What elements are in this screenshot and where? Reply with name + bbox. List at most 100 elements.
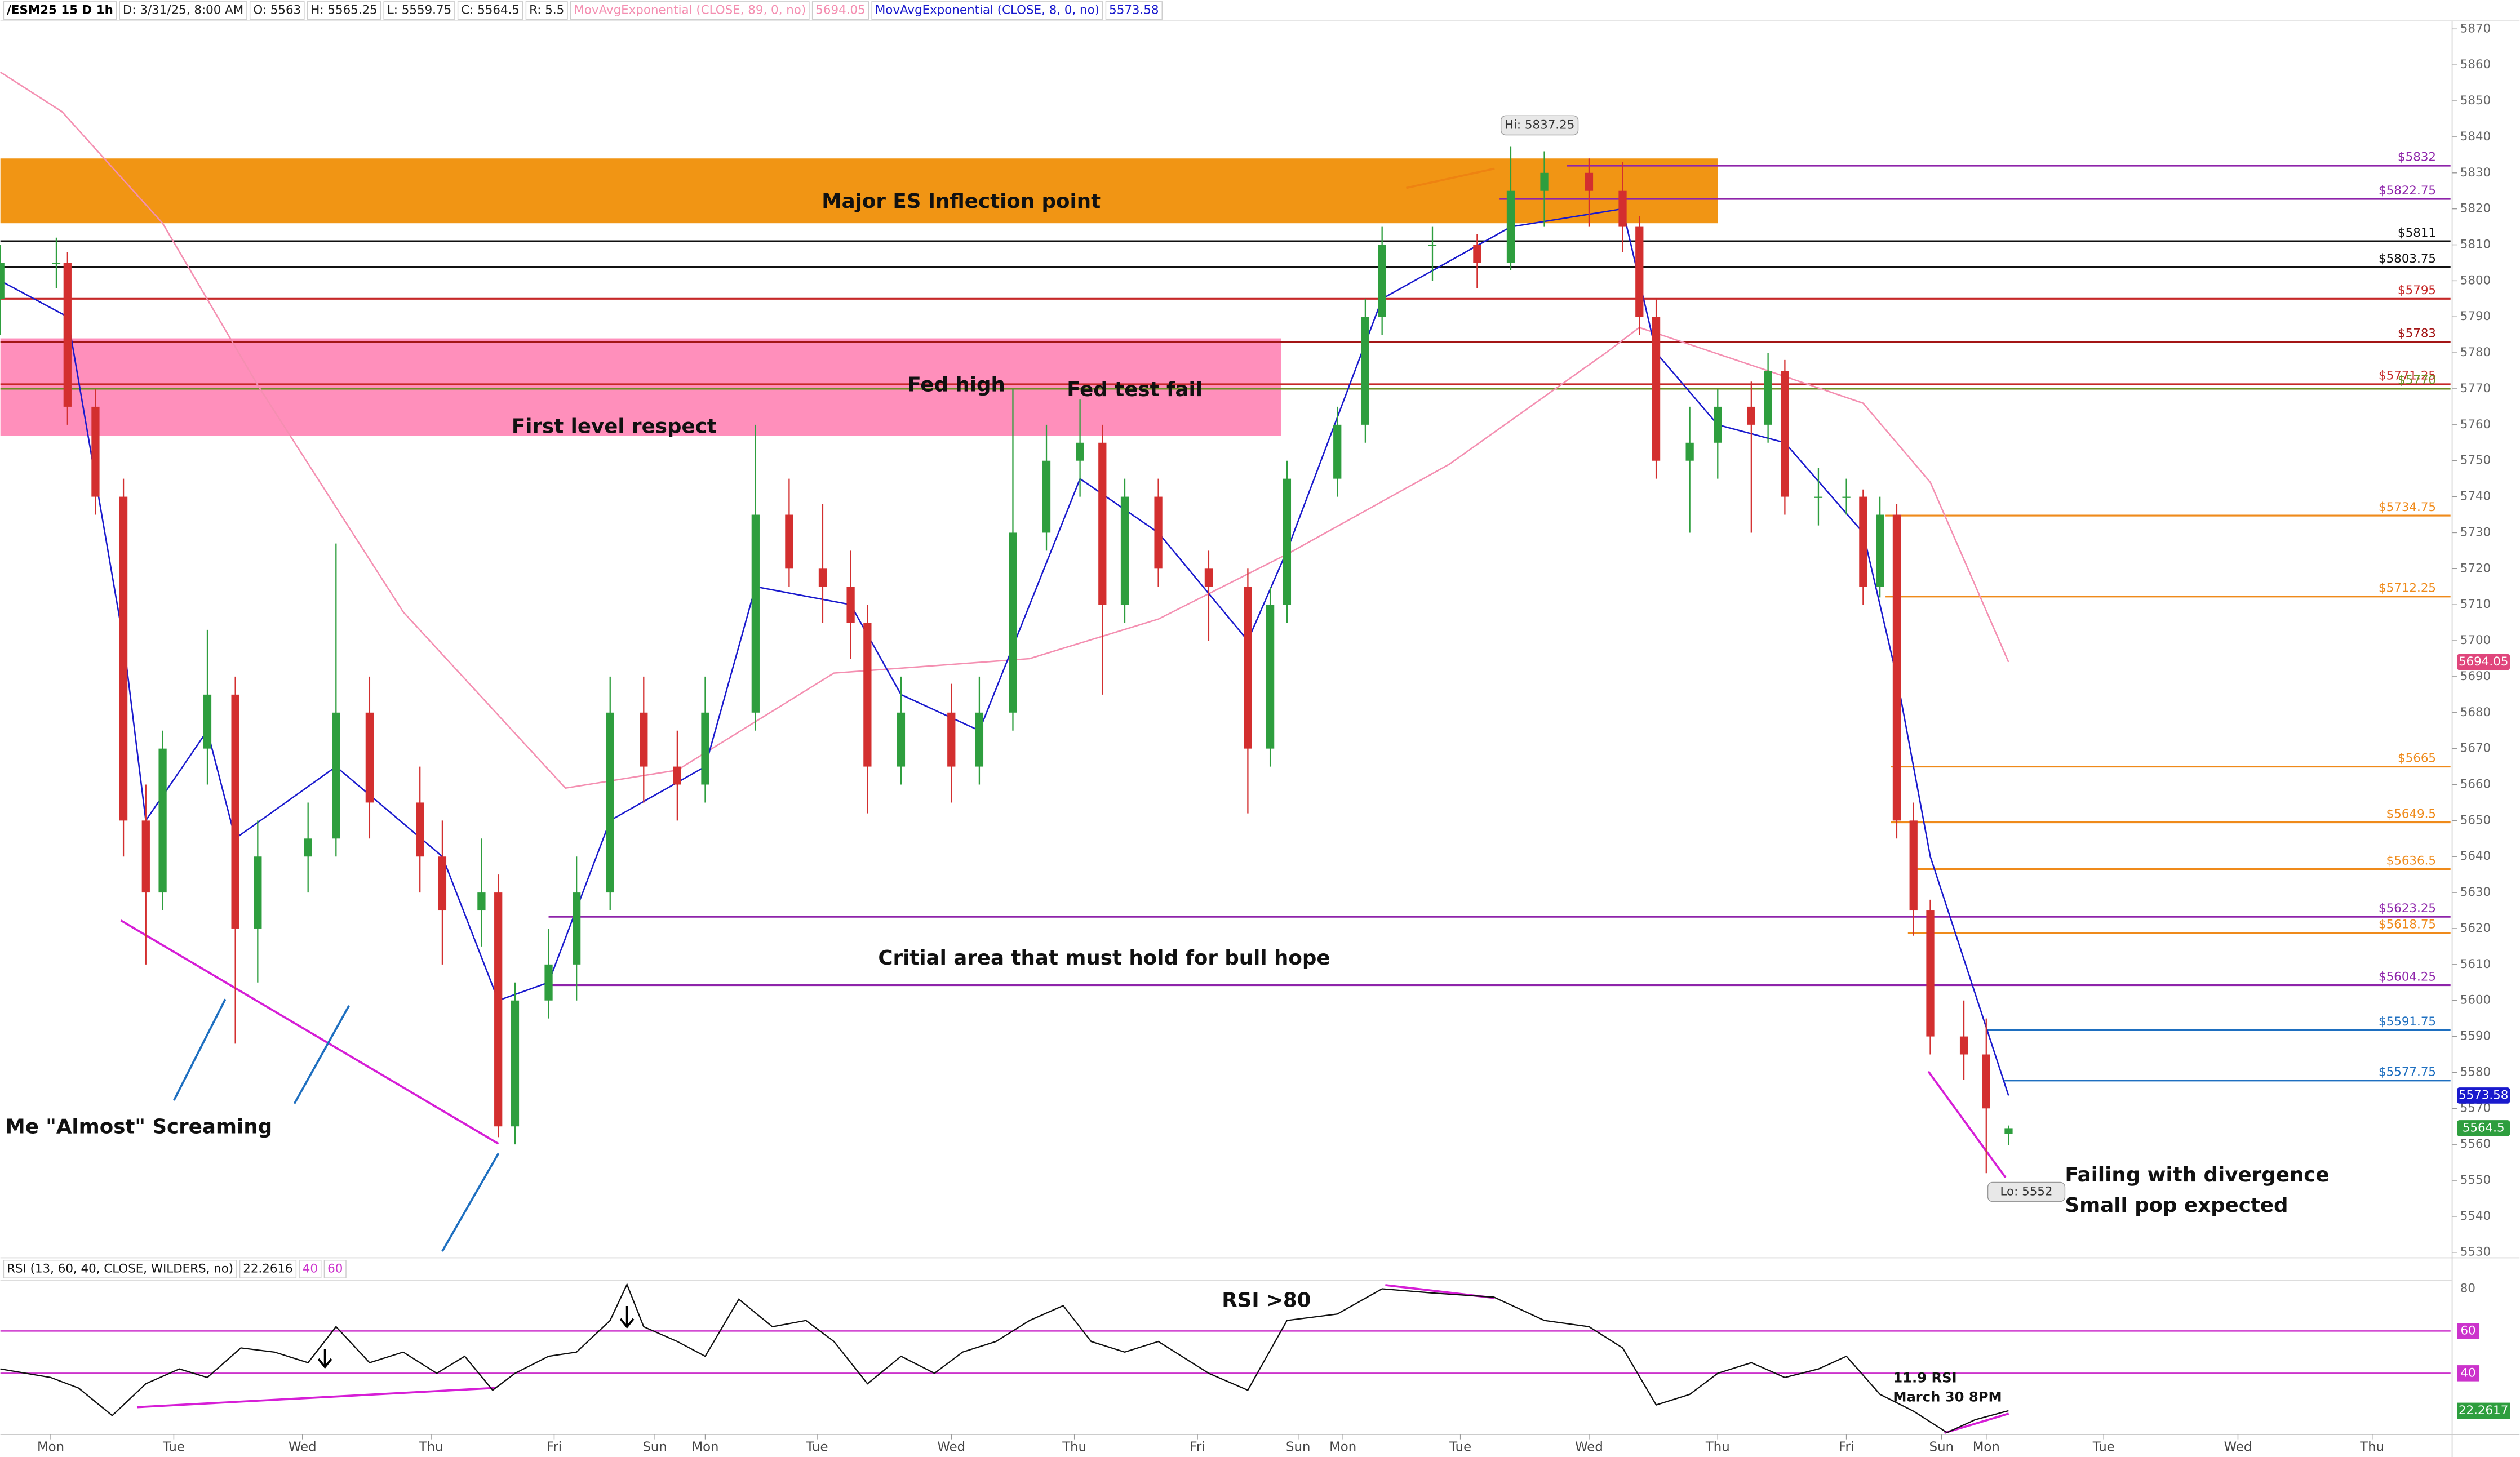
level-label: $5577.75 (2379, 1065, 2436, 1080)
candle-body (1859, 496, 1867, 587)
y-tick-label: 5780 (2460, 345, 2491, 359)
y-tick-label: 5730 (2460, 525, 2491, 539)
candle-body (573, 892, 581, 965)
y-tick-label: 5790 (2460, 309, 2491, 323)
y-tick-label: 5800 (2460, 273, 2491, 287)
header-item: 22.2616 (243, 1261, 292, 1276)
candle-body (544, 964, 553, 1001)
y-tick-label: 5710 (2460, 597, 2491, 611)
candle-body (1814, 496, 1823, 498)
candle-body (1154, 496, 1163, 569)
x-tick-label: Fri (1839, 1440, 1854, 1454)
header-box (570, 1, 810, 20)
level-label: $5712.25 (2379, 581, 2436, 596)
rsi-tick-label: 80 (2460, 1281, 2475, 1295)
level-label: $5591.75 (2379, 1015, 2436, 1029)
candle-body (1747, 406, 1755, 425)
candle-body (1428, 245, 1437, 246)
price-marker (1500, 115, 1579, 136)
rsi-level-label: 40 (2460, 1366, 2475, 1380)
header-box (3, 1, 117, 20)
y-tick-label: 5550 (2460, 1173, 2491, 1187)
candle-body (52, 263, 61, 264)
candle-body (1635, 226, 1644, 317)
zone (0, 158, 1718, 224)
candle-body (1333, 424, 1342, 479)
y-tick-label: 5680 (2460, 705, 2491, 719)
level-label: $5734.75 (2379, 500, 2436, 514)
candle-body (785, 514, 793, 569)
candle-body (231, 694, 239, 929)
y-tick-label: 5810 (2460, 238, 2491, 252)
y-tick-label: 5530 (2460, 1245, 2491, 1259)
candle-body (1926, 910, 1935, 1037)
trend-line (293, 1005, 351, 1104)
candle-body (158, 748, 167, 893)
x-tick-label: Fri (547, 1440, 562, 1454)
candle-body (1685, 442, 1694, 461)
candle-body (1585, 172, 1594, 191)
header-item: RSI (13, 60, 40, CLOSE, WILDERS, no) (7, 1261, 233, 1276)
candle-body (751, 514, 760, 713)
y-tick-label: 5630 (2460, 885, 2491, 899)
level-label: $5618.75 (2379, 918, 2436, 932)
header-box (323, 1260, 347, 1278)
price-marker-label: Hi: 5837.25 (1505, 118, 1574, 132)
candle-body (1473, 245, 1481, 263)
x-tick-label: Thu (1705, 1440, 1730, 1454)
candle-body (0, 263, 5, 299)
level-label: $5795 (2398, 283, 2436, 297)
candle-body (1764, 371, 1772, 425)
x-tick-label: Sun (1286, 1440, 1310, 1454)
rsi-annotation: RSI >80 (1222, 1289, 1311, 1312)
header-box (239, 1260, 297, 1278)
header-box (811, 1, 869, 20)
header-item: MovAvgExponential (CLOSE, 8, 0, no) (875, 3, 1099, 17)
last-value-box (2457, 1087, 2510, 1104)
candle-body (304, 838, 312, 857)
x-tick-label: Sun (642, 1440, 667, 1454)
candle-body (1714, 406, 1722, 443)
last-value-label: 5564.5 (2463, 1121, 2505, 1135)
y-tick-label: 5700 (2460, 633, 2491, 647)
level-label: $5771.25 (2379, 369, 2436, 383)
y-tick-label: 5840 (2460, 130, 2491, 144)
trend-line (120, 919, 499, 1145)
candle-body (141, 820, 150, 893)
x-tick-label: Sun (1929, 1440, 1954, 1454)
y-tick-label: 5760 (2460, 417, 2491, 432)
y-tick-label: 5620 (2460, 921, 2491, 935)
candle-body (1266, 605, 1275, 749)
candle-body (63, 263, 72, 407)
y-tick-label: 5660 (2460, 778, 2491, 792)
arrow (619, 1305, 635, 1329)
header-item: 5573.58 (1109, 3, 1159, 17)
rsi-annotation: 11.9 RSI (1893, 1370, 1956, 1385)
x-tick-label: Mon (1973, 1440, 2000, 1454)
y-tick-label: 5870 (2460, 21, 2491, 35)
y-tick-label: 5540 (2460, 1209, 2491, 1223)
level-label: $5811 (2398, 226, 2436, 240)
y-tick-label: 5600 (2460, 993, 2491, 1007)
header-item: R: 5.5 (529, 3, 564, 17)
y-tick-label: 5720 (2460, 561, 2491, 575)
candle-body (863, 623, 872, 767)
arrow (317, 1349, 332, 1369)
level-label: $5665 (2398, 751, 2436, 765)
x-tick-label: Wed (2224, 1440, 2252, 1454)
y-tick-label: 5560 (2460, 1137, 2491, 1151)
candle-body (947, 712, 956, 767)
header-item: 40 (303, 1261, 318, 1276)
header-item: /ESM25 15 D 1h (7, 3, 113, 17)
header-box (299, 1260, 322, 1278)
rsi-level-box (2457, 1365, 2480, 1382)
y-tick-label: 5850 (2460, 94, 2491, 108)
trend-line (136, 1387, 495, 1409)
candle-body (1076, 442, 1084, 461)
trend-line (441, 1153, 500, 1252)
header-box (871, 1, 1103, 20)
y-tick-label: 5670 (2460, 741, 2491, 756)
rsi-level-box (2457, 1323, 2480, 1339)
